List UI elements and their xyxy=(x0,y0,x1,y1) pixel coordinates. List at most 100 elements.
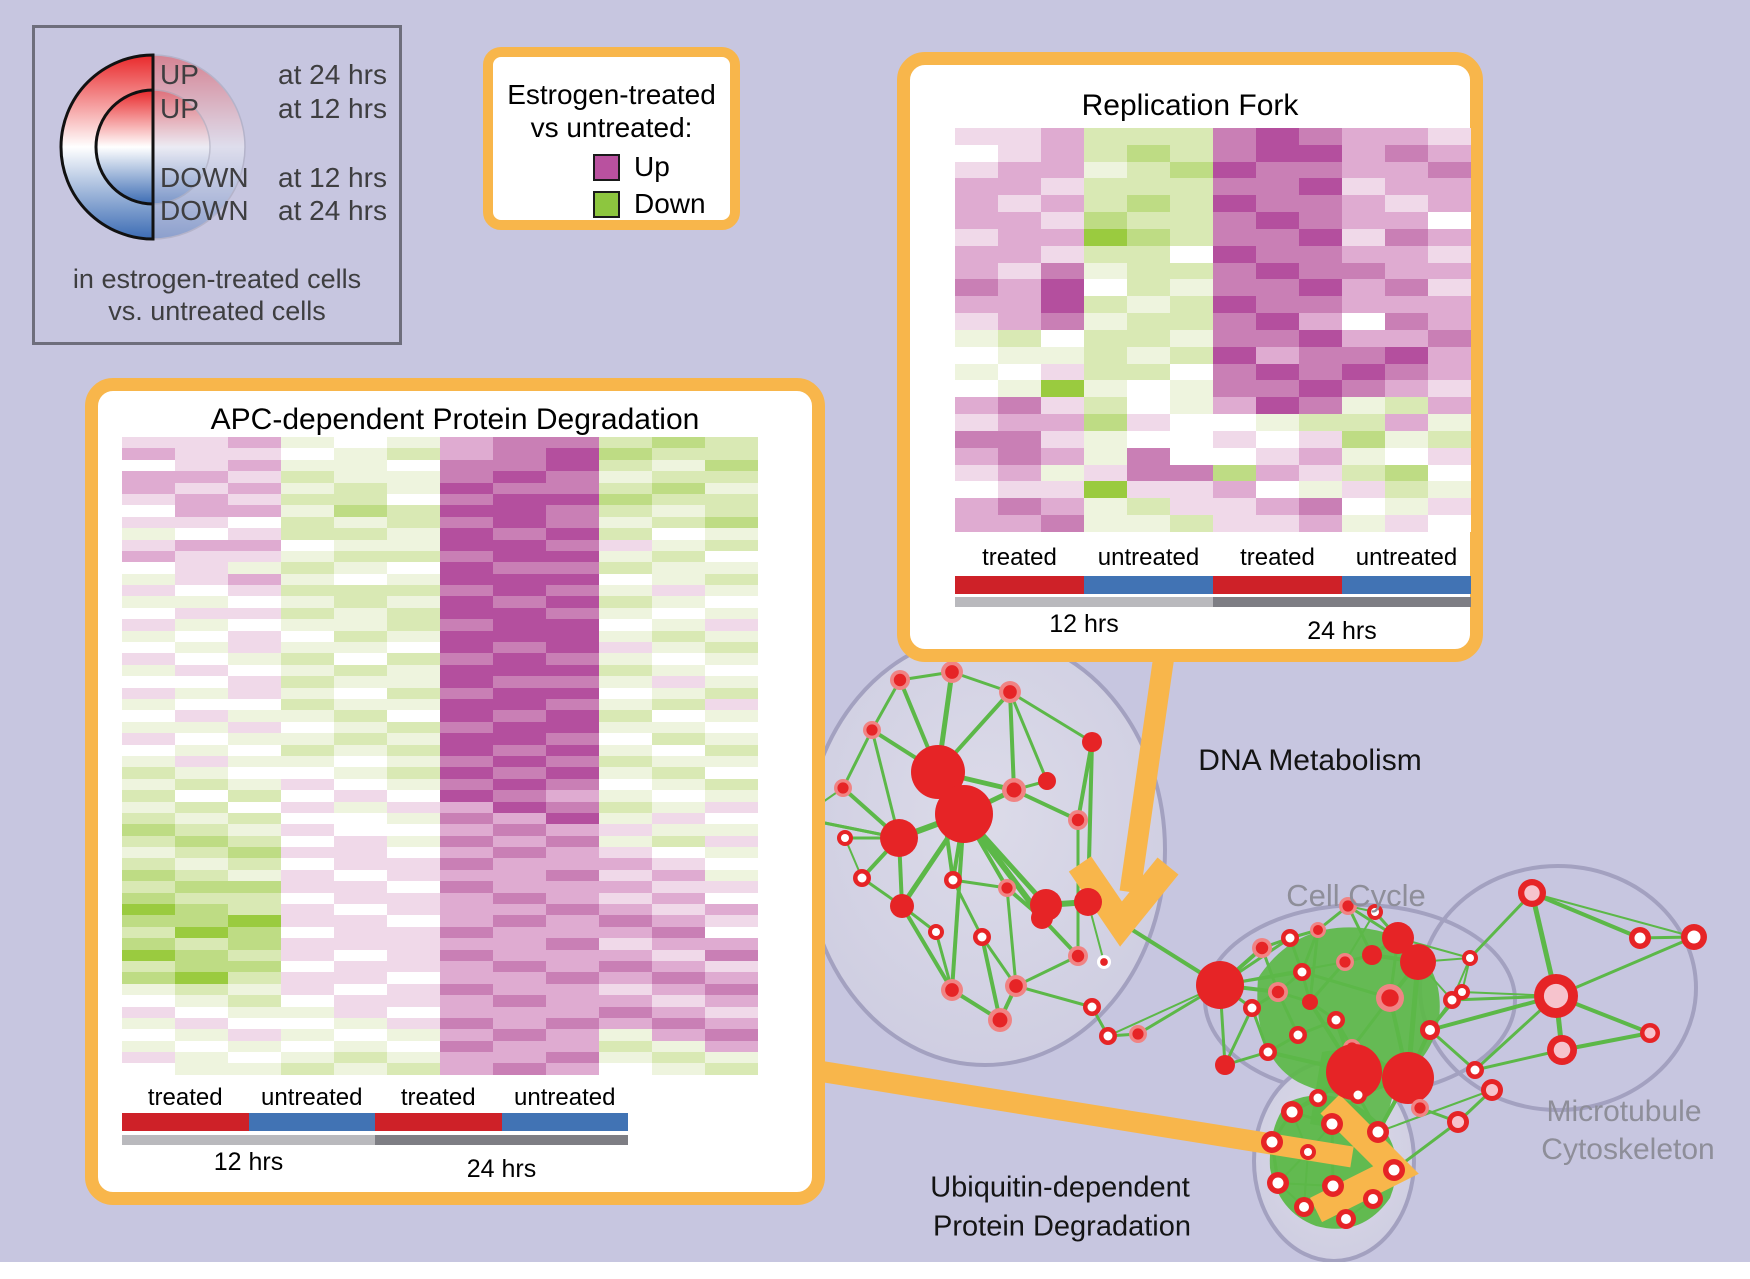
heatmap-row xyxy=(955,144,1471,162)
network-edge xyxy=(1076,741,1094,821)
updown-ring-legend: UP at 24 hrs UP at 12 hrs DOWN at 12 hrs… xyxy=(32,25,402,345)
color-legend-title-1: Estrogen-treated xyxy=(507,79,716,110)
replication-fork-heatmap xyxy=(955,128,1471,532)
apc-heatmap xyxy=(122,437,758,1075)
rf-group-labels: treated untreated treated untreated xyxy=(955,544,1471,572)
network-node xyxy=(890,894,914,918)
heatmap-row xyxy=(122,983,758,996)
heatmap-row xyxy=(122,904,758,916)
network-node-core xyxy=(1255,941,1269,955)
apc-title: APC-dependent Protein Degradation xyxy=(210,403,700,436)
ring-legend-caption-1: in estrogen-treated cells xyxy=(72,264,362,294)
heatmap-row xyxy=(955,161,1471,179)
network-node xyxy=(1038,772,1056,790)
network-edge xyxy=(1429,1028,1476,1072)
cluster-label-microtubule-line2: Cytoskeleton xyxy=(1541,1133,1715,1166)
heatmap-row xyxy=(122,1029,758,1041)
network-node-core xyxy=(1247,1003,1257,1013)
apc-time-bars xyxy=(122,1135,628,1145)
network-node-core xyxy=(1553,1041,1571,1059)
network-node xyxy=(1196,961,1244,1009)
apc-condition-bars xyxy=(122,1113,628,1131)
cluster-label-ubiquitin-line1: Ubiquitin-dependent xyxy=(930,1171,1190,1204)
heatmap-row xyxy=(122,596,758,608)
network-node-core xyxy=(1371,908,1379,916)
apc-time-labels: 12 hrs 24 hrs xyxy=(122,1148,628,1184)
heatmap-row xyxy=(122,812,758,825)
network-node-core xyxy=(1634,932,1646,944)
ring-legend-time-4: at 24 hrs xyxy=(278,195,387,226)
rf-time-12hrs: 12 hrs xyxy=(1049,610,1119,638)
ring-legend-time-1: at 24 hrs xyxy=(278,59,387,90)
heatmap-row xyxy=(955,447,1471,465)
network-edge xyxy=(1005,887,1018,987)
rf-group-treated-24: treated xyxy=(1240,544,1315,571)
network-node-core xyxy=(1009,979,1023,993)
network-node-core xyxy=(1271,985,1285,999)
heatmap-row xyxy=(122,858,758,870)
network-node-core xyxy=(1313,925,1323,935)
network-node-core xyxy=(1470,1065,1480,1075)
apc-group-untreated-12: untreated xyxy=(261,1084,363,1111)
apc-group-treated-24: treated xyxy=(400,1084,476,1111)
apc-timebar-24hrs xyxy=(375,1135,628,1145)
network-node xyxy=(1362,945,1382,965)
heatmap-row xyxy=(122,539,758,551)
heatmap-row xyxy=(955,498,1471,516)
heatmap-row xyxy=(122,528,758,540)
heatmap-row xyxy=(122,516,758,529)
cluster-label-dna-metabolism: DNA Metabolism xyxy=(1198,744,1422,777)
network-node-core xyxy=(1071,813,1085,827)
rf-time-labels: 12 hrs 24 hrs xyxy=(955,610,1471,646)
heatmap-row xyxy=(955,195,1471,213)
replication-fork-title: Replication Fork xyxy=(1081,89,1299,122)
rf-time-bars xyxy=(955,597,1471,607)
network-node xyxy=(1030,889,1062,921)
bottom-margin xyxy=(0,1262,1750,1279)
network-edge xyxy=(1008,691,1016,791)
heatmap-row xyxy=(122,698,758,711)
heatmap-row xyxy=(122,1063,758,1075)
rf-bar-untreated-12 xyxy=(1084,576,1213,594)
heatmap-row xyxy=(955,380,1471,398)
heatmap-row xyxy=(122,664,758,677)
network-node-core xyxy=(1687,930,1701,944)
network-node-core xyxy=(837,782,849,794)
heatmap-row xyxy=(122,619,758,631)
up-label: Up xyxy=(634,151,670,182)
heatmap-row xyxy=(122,471,758,483)
heatmap-row xyxy=(122,915,758,927)
heatmap-row xyxy=(955,414,1471,431)
heatmap-row xyxy=(122,1052,758,1064)
ring-legend-time-3: at 12 hrs xyxy=(278,162,387,193)
network-node-core xyxy=(1458,988,1466,996)
heatmap-row xyxy=(122,824,758,836)
heatmap-row xyxy=(955,346,1471,364)
panel-replication-fork: Replication Fork treated untreated treat… xyxy=(897,52,1483,662)
network-node-core xyxy=(1003,685,1017,699)
network-node-core xyxy=(1451,1115,1465,1129)
down-label: Down xyxy=(634,188,706,219)
network-edge xyxy=(1015,984,1093,1009)
network-node-core xyxy=(1342,900,1354,912)
network-edge xyxy=(1223,1007,1254,1066)
network-node-core xyxy=(992,1012,1008,1028)
network-edge xyxy=(1531,892,1695,938)
network-edge xyxy=(951,879,984,938)
heatmap-row xyxy=(955,397,1471,415)
heatmap-row xyxy=(122,1006,758,1018)
rf-bar-treated-12 xyxy=(955,576,1084,594)
network-node xyxy=(1400,944,1436,980)
apc-group-treated-12: treated xyxy=(147,1084,223,1111)
apc-bar-treated-24 xyxy=(375,1113,502,1131)
network-node-core xyxy=(1006,782,1022,798)
ring-legend-caption-2: vs. untreated cells xyxy=(108,296,326,326)
color-legend-title-2: vs untreated: xyxy=(530,112,693,143)
updown-rings-icon xyxy=(59,53,246,241)
apc-bar-untreated-12 xyxy=(248,1113,375,1131)
ring-legend-word-3: DOWN xyxy=(160,162,249,193)
network-node-core xyxy=(948,875,958,885)
heatmap-row xyxy=(122,733,758,745)
ring-legend-word-4: DOWN xyxy=(160,195,249,226)
